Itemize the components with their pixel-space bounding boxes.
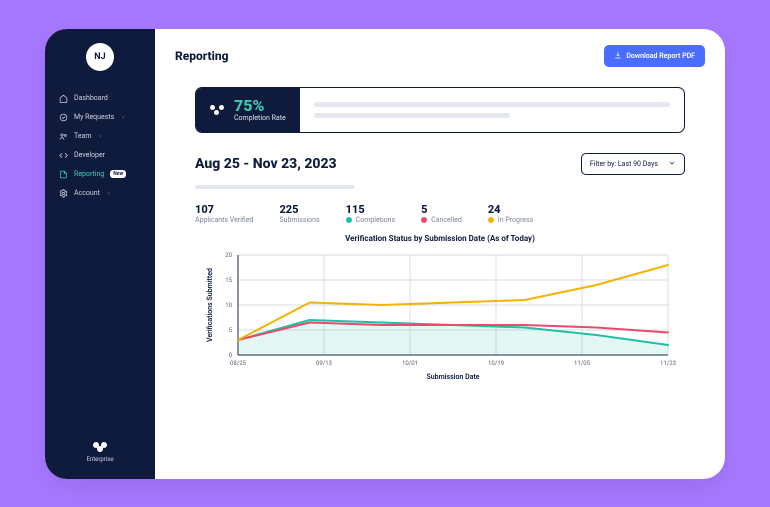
code-icon xyxy=(59,151,68,160)
completion-banner: 75% Completion Rate xyxy=(195,87,685,133)
svg-text:10/19: 10/19 xyxy=(488,360,504,367)
sidebar-item-dashboard[interactable]: Dashboard xyxy=(55,89,155,108)
brand-logo-icon xyxy=(210,105,224,115)
brand-logo-icon xyxy=(93,442,107,452)
stat-label: Completions xyxy=(356,216,396,224)
legend-dot-icon xyxy=(421,217,427,223)
stat-label: Applicants Verified xyxy=(195,216,253,224)
team-icon xyxy=(59,132,68,141)
svg-text:11/05: 11/05 xyxy=(574,360,591,367)
svg-text:0: 0 xyxy=(229,352,233,359)
chevron-down-icon xyxy=(668,159,676,169)
app-window: NJ Dashboard My Requests › Team › xyxy=(45,29,725,479)
svg-text:5: 5 xyxy=(229,327,233,334)
sidebar-item-developer[interactable]: Developer xyxy=(55,146,155,165)
stats-row: 107Applicants Verified225Submissions115C… xyxy=(195,203,685,224)
check-circle-icon xyxy=(59,113,68,122)
completion-placeholder xyxy=(300,88,684,132)
stat-value: 24 xyxy=(488,203,533,216)
page-header: Reporting Download Report PDF xyxy=(175,45,705,67)
svg-text:15: 15 xyxy=(225,277,232,284)
svg-text:08/25: 08/25 xyxy=(230,360,247,367)
date-range-label: Aug 25 - Nov 23, 2023 xyxy=(195,156,337,172)
completion-rate-block: 75% Completion Rate xyxy=(196,88,300,132)
sidebar-item-team[interactable]: Team › xyxy=(55,127,155,146)
svg-text:10/01: 10/01 xyxy=(402,360,418,367)
sidebar-item-label: Team xyxy=(74,132,92,140)
sidebar-item-label: Developer xyxy=(74,151,105,159)
stat-block: 115Completions xyxy=(346,203,396,224)
document-icon xyxy=(59,170,68,179)
sidebar-item-label: Reporting xyxy=(74,170,104,178)
svg-text:Submission Date: Submission Date xyxy=(426,373,479,381)
legend-dot-icon xyxy=(346,217,352,223)
svg-text:11/23: 11/23 xyxy=(660,360,676,367)
stat-label: Cancelled xyxy=(431,216,462,224)
chart-title: Verification Status by Submission Date (… xyxy=(195,234,685,243)
legend-dot-icon xyxy=(488,217,494,223)
stat-label: Submissions xyxy=(279,216,319,224)
completion-percent: 75% xyxy=(234,98,286,114)
sidebar-item-my-requests[interactable]: My Requests › xyxy=(55,108,155,127)
sidebar: NJ Dashboard My Requests › Team › xyxy=(45,29,155,479)
svg-text:Verifications Submitted: Verifications Submitted xyxy=(206,267,214,341)
filter-dropdown[interactable]: Filter by: Last 90 Days xyxy=(581,153,685,175)
line-chart: 0 5 10 15 20 08/25 09/13 10/01 10/19 11/05 11/23 Su… xyxy=(195,247,685,387)
stat-value: 115 xyxy=(346,203,396,216)
stat-block: 225Submissions xyxy=(279,203,319,224)
completion-label: Completion Rate xyxy=(234,114,286,122)
page-title: Reporting xyxy=(175,49,229,63)
chevron-right-icon: › xyxy=(122,114,124,121)
chevron-right-icon: › xyxy=(108,190,110,197)
sidebar-nav: Dashboard My Requests › Team › xyxy=(45,89,155,203)
chevron-right-icon: › xyxy=(100,133,102,140)
stat-value: 107 xyxy=(195,203,253,216)
main-content: Reporting Download Report PDF 75% Comple… xyxy=(155,29,725,479)
chart-section: Verification Status by Submission Date (… xyxy=(195,234,685,391)
stat-value: 5 xyxy=(421,203,462,216)
avatar[interactable]: NJ xyxy=(86,43,114,71)
gear-icon xyxy=(59,189,68,198)
skeleton-bar xyxy=(314,102,670,107)
home-icon xyxy=(59,94,68,103)
svg-text:10: 10 xyxy=(225,302,232,309)
sidebar-item-label: Dashboard xyxy=(74,94,108,102)
sidebar-item-label: Account xyxy=(74,189,100,197)
download-icon xyxy=(614,51,622,61)
skeleton-bar xyxy=(195,185,355,189)
stat-value: 225 xyxy=(279,203,319,216)
svg-text:09/13: 09/13 xyxy=(316,360,332,367)
filter-label: Filter by: Last 90 Days xyxy=(590,160,658,168)
stat-block: 5Cancelled xyxy=(421,203,462,224)
download-button-label: Download Report PDF xyxy=(626,52,695,60)
stat-block: 107Applicants Verified xyxy=(195,203,253,224)
skeleton-bar xyxy=(314,113,510,118)
tier-label: Enterprise xyxy=(45,456,155,463)
download-report-button[interactable]: Download Report PDF xyxy=(604,45,705,67)
sidebar-item-account[interactable]: Account › xyxy=(55,184,155,203)
date-range-row: Aug 25 - Nov 23, 2023 Filter by: Last 90… xyxy=(195,153,685,175)
new-badge: New xyxy=(110,170,126,178)
svg-text:20: 20 xyxy=(225,252,232,259)
sidebar-footer: Enterprise xyxy=(45,442,155,469)
stat-label: In Progress xyxy=(498,216,533,224)
sidebar-item-label: My Requests xyxy=(74,113,114,121)
sidebar-item-reporting[interactable]: Reporting New xyxy=(55,165,155,184)
stat-block: 24In Progress xyxy=(488,203,533,224)
